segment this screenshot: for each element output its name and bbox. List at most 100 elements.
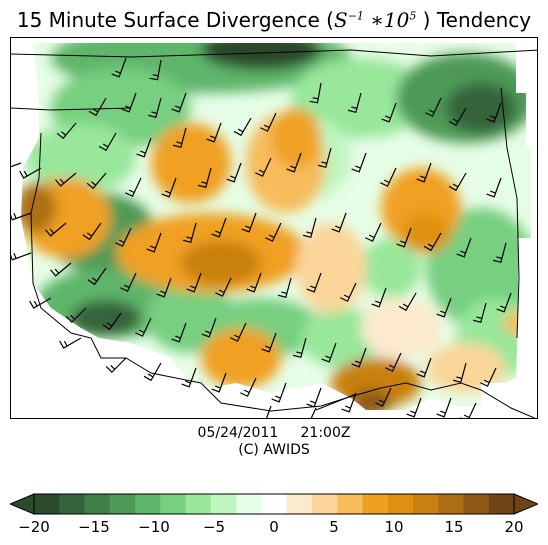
wind-barb bbox=[265, 222, 282, 242]
wind-barb bbox=[492, 242, 507, 264]
title-math-exp2: 5 bbox=[409, 9, 417, 23]
wind-barb bbox=[135, 317, 152, 337]
wind-barb bbox=[371, 287, 387, 308]
colorbar-segment bbox=[135, 494, 161, 514]
wind-barb bbox=[306, 272, 322, 293]
footer-date: 05/24/2011 bbox=[197, 425, 279, 441]
wind-barb bbox=[340, 282, 357, 302]
wind-barb bbox=[486, 102, 502, 123]
wind-barb bbox=[255, 157, 272, 177]
wind-barb bbox=[261, 332, 277, 353]
wind-barb bbox=[149, 59, 162, 81]
colorbar-segment bbox=[185, 494, 212, 514]
wind-barb bbox=[460, 402, 477, 418]
wind-barb bbox=[105, 357, 127, 373]
wind-barb bbox=[111, 57, 127, 78]
title-math-exp1: −1 bbox=[347, 9, 364, 23]
title-prefix: 15 Minute Surface Divergence ( bbox=[16, 8, 334, 32]
colorbar-segment bbox=[84, 494, 111, 514]
wind-barb bbox=[396, 227, 412, 248]
wind-barb bbox=[480, 367, 497, 387]
wind-barb bbox=[385, 352, 402, 372]
wind-barb bbox=[331, 212, 347, 233]
wind-barb bbox=[271, 382, 287, 403]
wind-barb bbox=[115, 227, 132, 247]
wind-barb bbox=[147, 97, 162, 119]
wind-barb bbox=[416, 357, 432, 378]
footer-copyright: (C) AWIDS bbox=[238, 442, 310, 458]
colorbar-segment bbox=[412, 494, 439, 514]
wind-barb bbox=[156, 277, 172, 298]
colorbar-tick-label: 5 bbox=[329, 518, 339, 536]
wind-barbs bbox=[11, 57, 512, 418]
wind-barb bbox=[375, 387, 392, 407]
wind-barb bbox=[486, 177, 502, 198]
wind-barb bbox=[351, 347, 367, 368]
colorbar-tick-label: 10 bbox=[384, 518, 404, 536]
wind-barb bbox=[306, 387, 322, 408]
wind-barb bbox=[11, 162, 22, 168]
wind-barb bbox=[19, 167, 42, 179]
colorbar-segment bbox=[337, 494, 364, 514]
wind-barb bbox=[310, 407, 317, 418]
divergence-map bbox=[10, 37, 538, 419]
wind-barb bbox=[472, 302, 487, 324]
wind-barb bbox=[120, 272, 137, 292]
state-boundaries bbox=[11, 49, 537, 418]
colorbar-outline bbox=[33, 493, 515, 515]
title-math-mult: ∗10 bbox=[363, 8, 410, 32]
wind-barb bbox=[197, 167, 212, 189]
wind-barb bbox=[286, 152, 302, 173]
colorbar-max-extend bbox=[513, 493, 538, 515]
wind-barb bbox=[423, 232, 442, 252]
colorbar-tick-labels: −20 −15 −10 −5 0 5 10 15 20 bbox=[0, 518, 548, 538]
wind-barb bbox=[211, 217, 227, 238]
wind-barb bbox=[88, 97, 107, 117]
colorbar-tick-label: 15 bbox=[444, 518, 464, 536]
colorbar-segment bbox=[59, 494, 86, 514]
divergence-field bbox=[21, 43, 531, 410]
wind-barb bbox=[59, 337, 82, 349]
colorbar-segment bbox=[261, 494, 288, 514]
colorbar-segment bbox=[488, 494, 515, 514]
colorbar-segment bbox=[438, 494, 465, 514]
colorbar-segment bbox=[160, 494, 187, 514]
wind-barb bbox=[496, 292, 512, 313]
wind-barb bbox=[246, 272, 262, 293]
wind-barb bbox=[277, 277, 292, 299]
colorbar bbox=[10, 493, 538, 515]
wind-barb bbox=[416, 162, 432, 183]
wind-barb bbox=[98, 132, 117, 152]
wind-barb bbox=[146, 232, 162, 253]
colorbar-tick-label: −5 bbox=[202, 518, 226, 536]
wind-barb bbox=[425, 97, 442, 117]
wind-barb bbox=[452, 362, 467, 384]
wind-barb bbox=[456, 237, 472, 258]
wind-barb bbox=[87, 267, 107, 286]
wind-barb bbox=[365, 222, 382, 242]
wind-barb bbox=[302, 217, 317, 239]
wind-barb bbox=[448, 107, 467, 127]
wind-barb bbox=[398, 292, 417, 312]
map-svg bbox=[11, 43, 537, 418]
colorbar-segment bbox=[210, 494, 237, 514]
wind-barb bbox=[82, 222, 102, 241]
wind-barb bbox=[230, 322, 247, 342]
colorbar-min-extend bbox=[10, 493, 35, 515]
wind-barb bbox=[215, 277, 232, 297]
wind-barb bbox=[181, 367, 197, 388]
wind-barb bbox=[321, 342, 337, 363]
colorbar-segment bbox=[362, 494, 389, 514]
wind-barb bbox=[29, 297, 52, 309]
wind-barb bbox=[102, 312, 122, 331]
colorbar-segment bbox=[236, 494, 262, 514]
colorbar-tick-label: −15 bbox=[78, 518, 110, 536]
title-math-base: S bbox=[333, 8, 348, 32]
wind-barb bbox=[172, 127, 187, 149]
wind-barb bbox=[136, 137, 152, 158]
wind-barb bbox=[241, 212, 257, 233]
wind-barb bbox=[171, 322, 187, 343]
wind-barb bbox=[380, 167, 397, 187]
colorbar-tick-label: 0 bbox=[269, 518, 279, 536]
wind-barb bbox=[341, 392, 357, 413]
